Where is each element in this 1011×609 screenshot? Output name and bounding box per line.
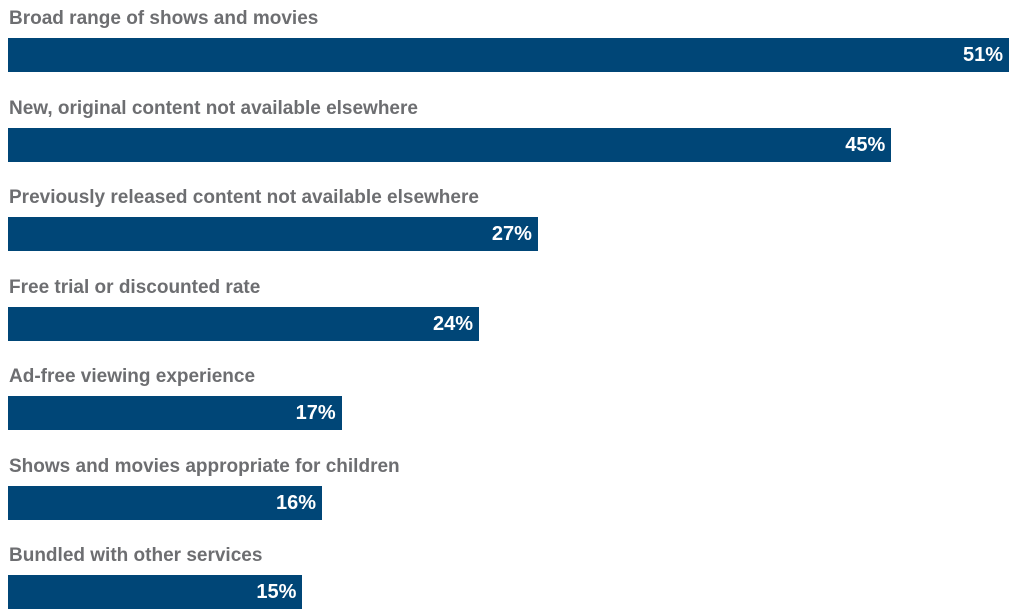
bar: 45%	[8, 127, 892, 162]
bar: 17%	[8, 396, 342, 430]
category-label: Broad range of shows and movies	[9, 8, 319, 29]
bar-value-label: 45%	[845, 133, 886, 156]
bar: 51%	[8, 38, 1009, 72]
bar: 27%	[8, 217, 538, 251]
bar: 16%	[8, 485, 323, 520]
category-label: Shows and movies appropriate for childre…	[9, 455, 400, 477]
category-label: New, original content not available else…	[9, 97, 418, 119]
category-label: Free trial or discounted rate	[9, 276, 261, 298]
bar-value-label: 27%	[491, 223, 532, 245]
category-label: Ad-free viewing experience	[9, 366, 256, 387]
bar-value-label: 15%	[256, 581, 297, 603]
category-label: Bundled with other services	[9, 545, 263, 566]
bar: 15%	[8, 575, 303, 609]
category-label: Previously released content not availabl…	[9, 187, 479, 208]
bar-value-label: 51%	[962, 44, 1003, 66]
bar-value-label: 24%	[433, 312, 474, 335]
bar-value-label: 17%	[295, 402, 336, 424]
bar-value-label: 16%	[276, 491, 317, 514]
bar: 24%	[8, 306, 480, 341]
